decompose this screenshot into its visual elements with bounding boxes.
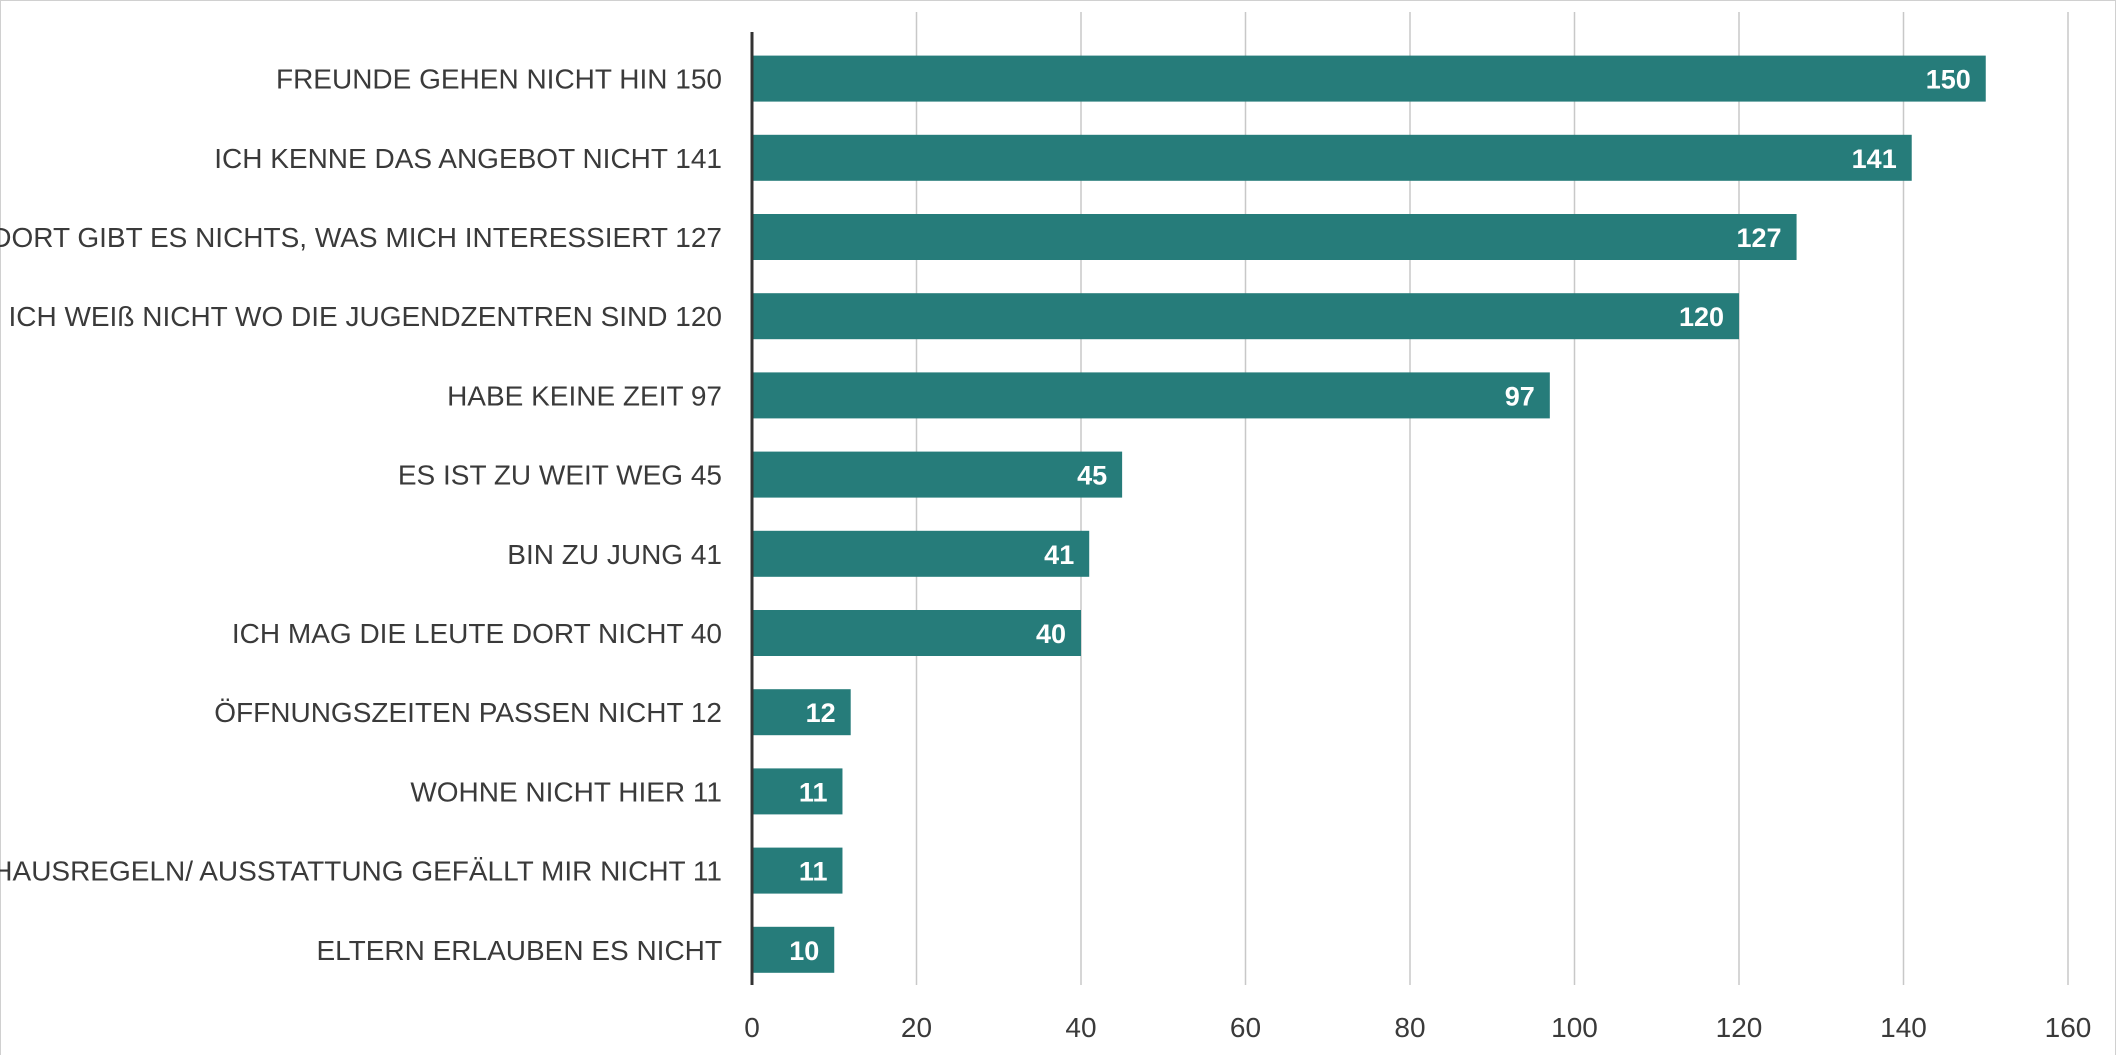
x-tick-label: 100	[1551, 1012, 1598, 1043]
data-label: 141	[1852, 144, 1897, 174]
data-label: 12	[806, 698, 836, 728]
category-label: ELTERN ERLAUBEN ES NICHT	[316, 935, 722, 966]
bar	[752, 689, 851, 735]
category-label: ICH WEIß NICHT WO DIE JUGENDZENTREN SIND…	[8, 301, 722, 332]
bars	[752, 56, 1986, 973]
category-label: HABE KEINE ZEIT 97	[447, 380, 722, 411]
bar	[752, 848, 842, 894]
category-label: BIN ZU JUNG 41	[507, 539, 722, 570]
data-labels: 150 141 127 120 97 45 41 40 12 11 11 10	[789, 65, 1971, 966]
x-tick-label: 0	[744, 1012, 760, 1043]
category-label: ICH KENNE DAS ANGEBOT NICHT 141	[214, 143, 722, 174]
data-label: 120	[1679, 302, 1724, 332]
data-label: 11	[799, 857, 828, 887]
bar	[752, 293, 1739, 339]
category-label: FREUNDE GEHEN NICHT HIN 150	[276, 64, 722, 95]
category-label: WOHNE NICHT HIER 11	[410, 776, 722, 807]
data-label: 97	[1505, 381, 1535, 411]
data-label: 11	[799, 777, 828, 807]
category-label: ES IST ZU WEIT WEG 45	[398, 460, 722, 491]
category-label: ÖFFNUNGSZEITEN PASSEN NICHT 12	[214, 697, 722, 728]
data-label: 40	[1036, 619, 1066, 649]
data-label: 45	[1077, 461, 1107, 491]
category-labels: FREUNDE GEHEN NICHT HIN 150 ICH KENNE DAS…	[0, 64, 722, 966]
data-label: 150	[1926, 65, 1971, 95]
bar	[752, 135, 1912, 181]
category-label: DORT GIBT ES NICHTS, WAS MICH INTERESSIE…	[0, 222, 722, 253]
category-label: HAUSREGELN/ AUSSTATTUNG GEFÄLLT MIR NICH…	[0, 856, 722, 887]
x-tick-label: 80	[1394, 1012, 1425, 1043]
bar	[752, 610, 1081, 656]
bar	[752, 452, 1122, 498]
x-tick-label: 160	[2045, 1012, 2092, 1043]
bar	[752, 531, 1089, 577]
data-label: 127	[1737, 223, 1782, 253]
x-tick-label: 60	[1230, 1012, 1261, 1043]
bar	[752, 214, 1797, 260]
x-tick-label: 140	[1880, 1012, 1927, 1043]
x-tick-label: 40	[1065, 1012, 1096, 1043]
x-tick-label: 120	[1716, 1012, 1763, 1043]
bar	[752, 768, 842, 814]
bar	[752, 56, 1986, 102]
data-label: 10	[789, 936, 819, 966]
bar	[752, 372, 1550, 418]
x-tick-label: 20	[901, 1012, 932, 1043]
data-label: 41	[1044, 540, 1074, 570]
x-axis-tick-labels: 0 20 40 60 80 100 120 140 160	[744, 1012, 2091, 1043]
category-label: ICH MAG DIE LEUTE DORT NICHT 40	[232, 618, 722, 649]
